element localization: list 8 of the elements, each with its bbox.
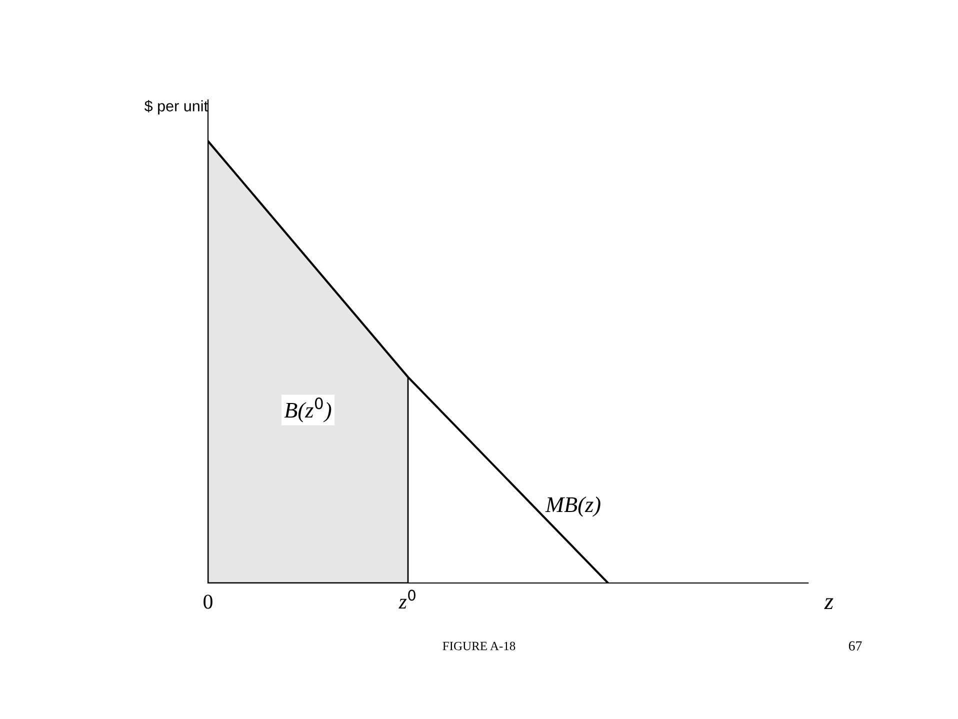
y-axis-title: $ per unit bbox=[144, 100, 208, 114]
x-tick-label: z$^{0}$ bbox=[398, 590, 416, 608]
x-axis-title: z bbox=[824, 598, 834, 610]
x-tick-label: 0 bbox=[204, 594, 212, 609]
series-label: B(z$^{0}$) bbox=[284, 397, 332, 422]
series-label: MB(z) bbox=[545, 496, 600, 517]
text: 67 bbox=[848, 641, 862, 651]
text: FIGURE A-18 bbox=[442, 642, 516, 650]
